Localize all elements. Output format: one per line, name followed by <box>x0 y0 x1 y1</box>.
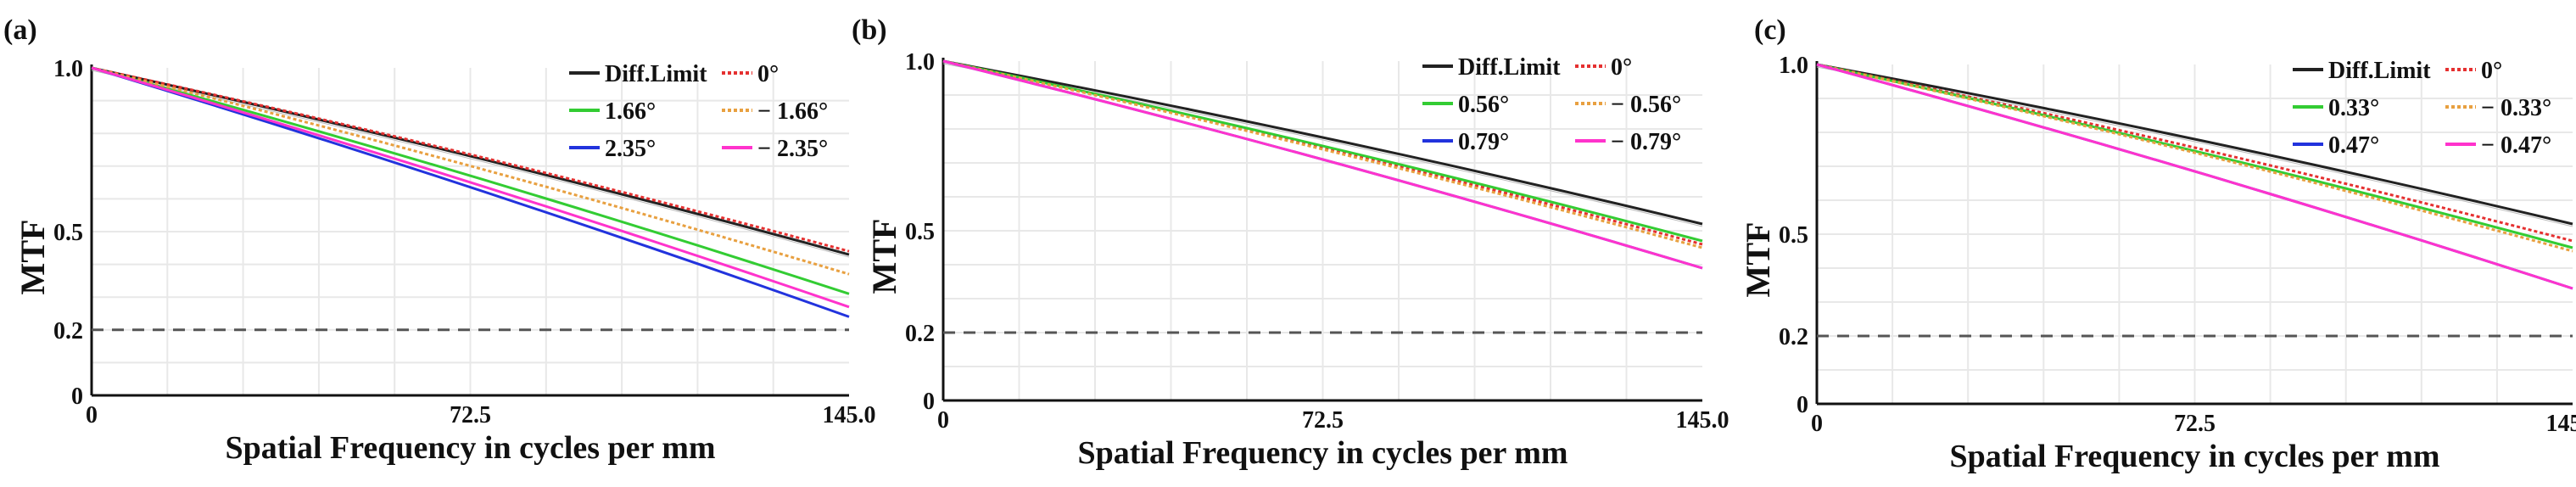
legend-label: − 0.56° <box>1611 92 1681 118</box>
series-line-0 <box>1816 63 2573 226</box>
series-line-2 <box>91 66 850 295</box>
legend-label: 0.33° <box>2328 95 2379 121</box>
grid <box>92 68 849 395</box>
x-tick-label: 145.0 <box>823 402 876 428</box>
panel-label: (a) <box>3 14 37 46</box>
series-line-0 <box>91 66 850 256</box>
panel-label: (c) <box>1754 14 1786 46</box>
x-axis-title: Spatial Frequency in cycles per mm <box>1077 435 1567 471</box>
legend-label: 0.47° <box>2328 132 2379 159</box>
legend-label: − 0.79° <box>1611 129 1681 155</box>
x-tick-label: 0 <box>86 402 98 428</box>
y-tick-label: 0 <box>923 389 935 415</box>
y-tick-label: 1.0 <box>1779 53 1808 79</box>
y-tick-label: 0.2 <box>905 321 935 347</box>
series-line-3 <box>942 59 1703 249</box>
x-tick-label: 0 <box>1811 411 1823 437</box>
panel-label: (b) <box>852 14 887 46</box>
series-group <box>1816 63 2573 290</box>
panel-1: (a) 0 0.2 0.5 1.0 0 72.5 145.0 Spatial Frequency… <box>3 14 876 466</box>
y-tick-label: 0 <box>1796 392 1808 418</box>
y-tick-label: 0.5 <box>905 219 935 245</box>
x-axis-title: Spatial Frequency in cycles per mm <box>1949 439 2439 474</box>
series-line-5 <box>1816 63 2573 290</box>
legend-label: Diff.Limit <box>1458 54 1561 81</box>
series-line-0 <box>942 59 1703 226</box>
y-tick-label: 0.5 <box>1779 222 1808 249</box>
x-tick-label: 72.5 <box>450 402 491 428</box>
series-line-2 <box>1816 63 2573 249</box>
legend-label: 0° <box>757 61 779 87</box>
y-tick-label: 0.2 <box>1779 324 1808 350</box>
legend-label: − 1.66° <box>757 98 828 125</box>
legend-label: 0.79° <box>1458 129 1509 155</box>
series-line-3 <box>91 66 850 276</box>
y-tick-label: 0.2 <box>53 318 83 344</box>
y-axis-title: MTF <box>1739 222 1777 298</box>
legend-label: − 0.47° <box>2481 132 2551 159</box>
legend-label: 1.66° <box>605 98 656 125</box>
grid <box>943 61 1702 400</box>
series-line-1 <box>1816 63 2573 243</box>
x-tick-label: 0 <box>937 407 949 434</box>
panel-2: (b) 0 0.2 0.5 1.0 0 72.5 145.0 Spatial Frequency… <box>852 14 1729 471</box>
series-line-5 <box>942 59 1703 270</box>
y-tick-label: 0.5 <box>53 220 83 246</box>
legend-label: Diff.Limit <box>2328 58 2431 84</box>
legend-label: − 2.35° <box>757 136 828 162</box>
x-axis-title: Spatial Frequency in cycles per mm <box>225 430 715 466</box>
series-line-3 <box>1816 63 2573 253</box>
y-axis-title: MTF <box>865 219 903 294</box>
series-group <box>91 66 850 318</box>
x-tick-label: 145.0 <box>1676 407 1729 434</box>
series-line-1 <box>91 66 850 253</box>
legend-label: 0° <box>1611 54 1632 81</box>
legend: Diff.Limit 0° 0.56° − 0.56° 0.79° − 0.79° <box>1422 54 1681 155</box>
legend-label: 2.35° <box>605 136 656 162</box>
grid <box>1817 64 2573 404</box>
series-line-4 <box>91 66 850 318</box>
y-tick-label: 0 <box>71 383 83 410</box>
series-group <box>942 59 1703 270</box>
x-tick-label: 72.5 <box>2174 411 2216 437</box>
y-axis-title: MTF <box>14 220 52 295</box>
series-line-5 <box>91 66 850 309</box>
x-tick-label: 72.5 <box>1302 407 1344 434</box>
legend-label: − 0.33° <box>2481 95 2551 121</box>
y-tick-label: 1.0 <box>905 49 935 76</box>
x-tick-label: 145.0 <box>2546 411 2576 437</box>
series-line-2 <box>942 59 1703 243</box>
legend-label: 0° <box>2481 58 2502 84</box>
y-tick-label: 1.0 <box>53 56 83 82</box>
legend-label: Diff.Limit <box>605 61 707 87</box>
legend: Diff.Limit 0° 0.33° − 0.33° 0.47° − 0.47° <box>2293 58 2551 159</box>
panel-3: (c) 0 0.2 0.5 1.0 0 72.5 145.0 Spatial Frequency… <box>1739 14 2576 474</box>
legend: Diff.Limit 0° 1.66° − 1.66° 2.35° − 2.35° <box>569 61 828 162</box>
legend-label: 0.56° <box>1458 92 1509 118</box>
